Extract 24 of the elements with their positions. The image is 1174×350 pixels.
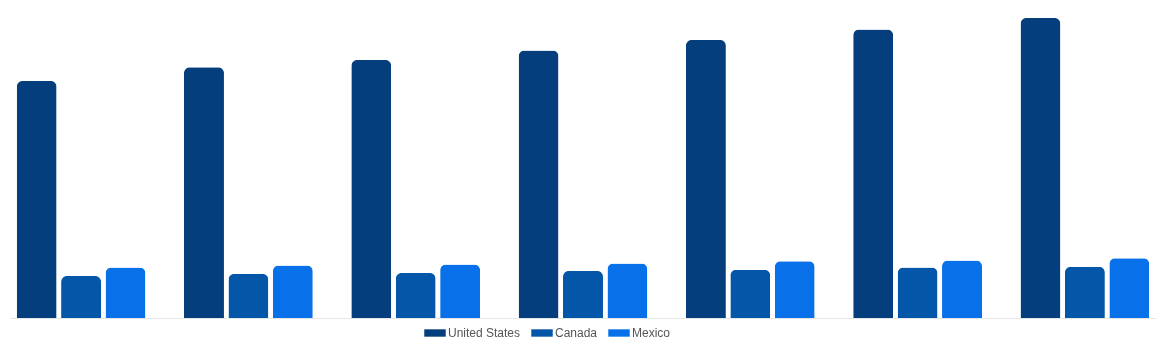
bar: [1064, 266, 1105, 318]
bar: [942, 260, 983, 318]
bar: [1109, 258, 1150, 318]
legend-label: Canada: [555, 326, 598, 340]
bar: [897, 267, 938, 318]
bar: [774, 261, 815, 318]
bar: [228, 273, 269, 318]
bar: [607, 263, 648, 318]
bar: [395, 273, 436, 318]
bar: [440, 264, 481, 318]
bar: [853, 29, 894, 318]
bar: [1020, 18, 1061, 318]
bar: [105, 267, 146, 318]
bar: [730, 269, 771, 318]
bar: [351, 60, 392, 318]
legend-label: Mexico: [632, 326, 671, 340]
bar: [563, 270, 603, 318]
bar: [183, 67, 224, 318]
bar: [61, 276, 102, 318]
bar: [16, 81, 57, 318]
bar: [518, 50, 559, 318]
bar: [685, 39, 726, 318]
legend-label: United States: [448, 326, 521, 340]
bar: [272, 265, 313, 318]
